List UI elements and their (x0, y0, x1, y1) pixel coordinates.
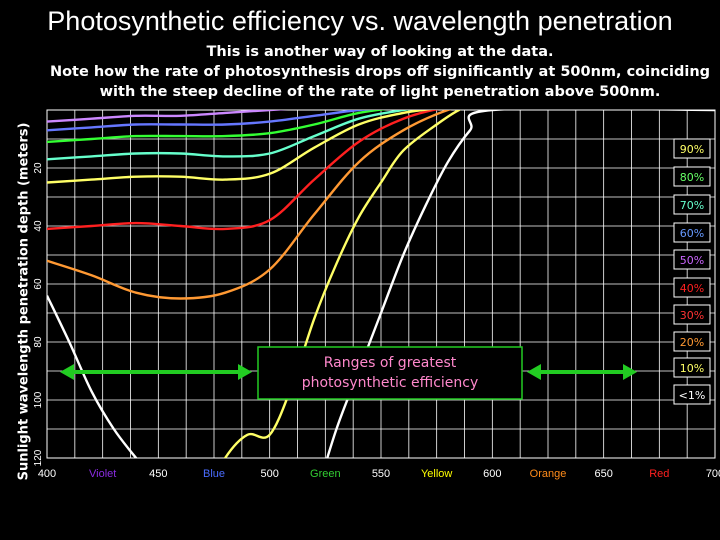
y-tick-label: 100 (33, 391, 44, 408)
series-line (47, 110, 377, 132)
efficiency-label-box (673, 222, 711, 243)
series-line (47, 295, 138, 458)
subtitle-line-2: Note how the rate of photosynthesis drop… (49, 64, 711, 80)
series-line (47, 110, 387, 144)
efficiency-label: 20% (680, 336, 704, 349)
x-tick-label: 500 (260, 468, 278, 480)
efficiency-label-box (673, 194, 711, 215)
series-line (325, 110, 715, 458)
efficiency-label: 40% (680, 282, 704, 295)
x-tick-label: 700 (706, 468, 720, 480)
series-line (47, 110, 433, 184)
x-tick-label: 450 (149, 468, 167, 480)
arrows (60, 364, 637, 380)
y-tick-label: 80 (33, 336, 44, 348)
annotation-box (257, 346, 523, 400)
efficiency-label-box (673, 384, 711, 405)
x-tick-label: 550 (372, 468, 390, 480)
efficiency-label-box (673, 249, 711, 270)
subtitle-line-3: with the steep decline of the rate of li… (99, 84, 661, 100)
efficiency-label: <1% (679, 389, 706, 402)
x-tick-label: 650 (594, 468, 612, 480)
series-line (47, 110, 452, 300)
chart-subtitle: This is another way of looking at the da… (40, 42, 720, 102)
subtitle-line-1: This is another way of looking at the da… (206, 44, 554, 60)
series-line (47, 110, 412, 161)
x-tick-label: Green (310, 468, 341, 480)
efficiency-label: 30% (680, 309, 704, 322)
arrow-head-left (60, 364, 74, 380)
efficiency-label-box (673, 138, 711, 159)
chart-title: Photosynthetic efficiency vs. wavelength… (47, 6, 673, 36)
x-tick-label: Orange (530, 468, 567, 480)
efficiency-labels: 90% 80% 70% 60% 50% 40% 30% 20% 10% <1% (673, 138, 711, 405)
annotation-text: Ranges of greatest (324, 355, 457, 371)
efficiency-label-box (673, 277, 711, 298)
series-line (47, 110, 439, 231)
efficiency-label-box (673, 357, 711, 378)
y-tick-label: 40 (33, 220, 44, 232)
y-tick-label: 120 (33, 449, 44, 466)
efficiency-label: 70% (680, 199, 704, 212)
efficiency-label: 60% (680, 227, 704, 240)
y-tick-label: 60 (33, 278, 44, 290)
x-tick-labels: 400 Violet 450 Blue 500 Green 550 Yellow 600 Oran… (38, 468, 720, 480)
arrow-head-left (527, 364, 541, 380)
x-tick-label: Blue (203, 468, 225, 480)
efficiency-label: 10% (680, 362, 704, 375)
x-tick-label: Violet (89, 468, 116, 480)
efficiency-label-box (673, 304, 711, 325)
x-tick-label: 400 (38, 468, 56, 480)
y-tick-label: 20 (33, 162, 44, 174)
series-line (223, 110, 461, 458)
efficiency-label: 80% (680, 171, 704, 184)
x-tick-label: Red (649, 468, 669, 480)
series-line (47, 89, 715, 107)
arrow-head-right (238, 364, 252, 380)
arrow-head-right (623, 364, 637, 380)
annotation-text: photosynthetic efficiency (302, 375, 479, 391)
efficiency-label-box (673, 331, 711, 352)
grid (46, 109, 716, 459)
y-tick-labels: 20 40 60 80 100 120 (33, 162, 44, 466)
efficiency-label: 90% (680, 143, 704, 156)
annotation: Ranges of greatest photosynthetic efficie… (257, 346, 523, 400)
efficiency-label: 50% (680, 254, 704, 267)
x-tick-label: Yellow (421, 468, 452, 480)
series-line (47, 110, 289, 123)
efficiency-label-box (673, 166, 711, 187)
x-tick-label: 600 (483, 468, 501, 480)
